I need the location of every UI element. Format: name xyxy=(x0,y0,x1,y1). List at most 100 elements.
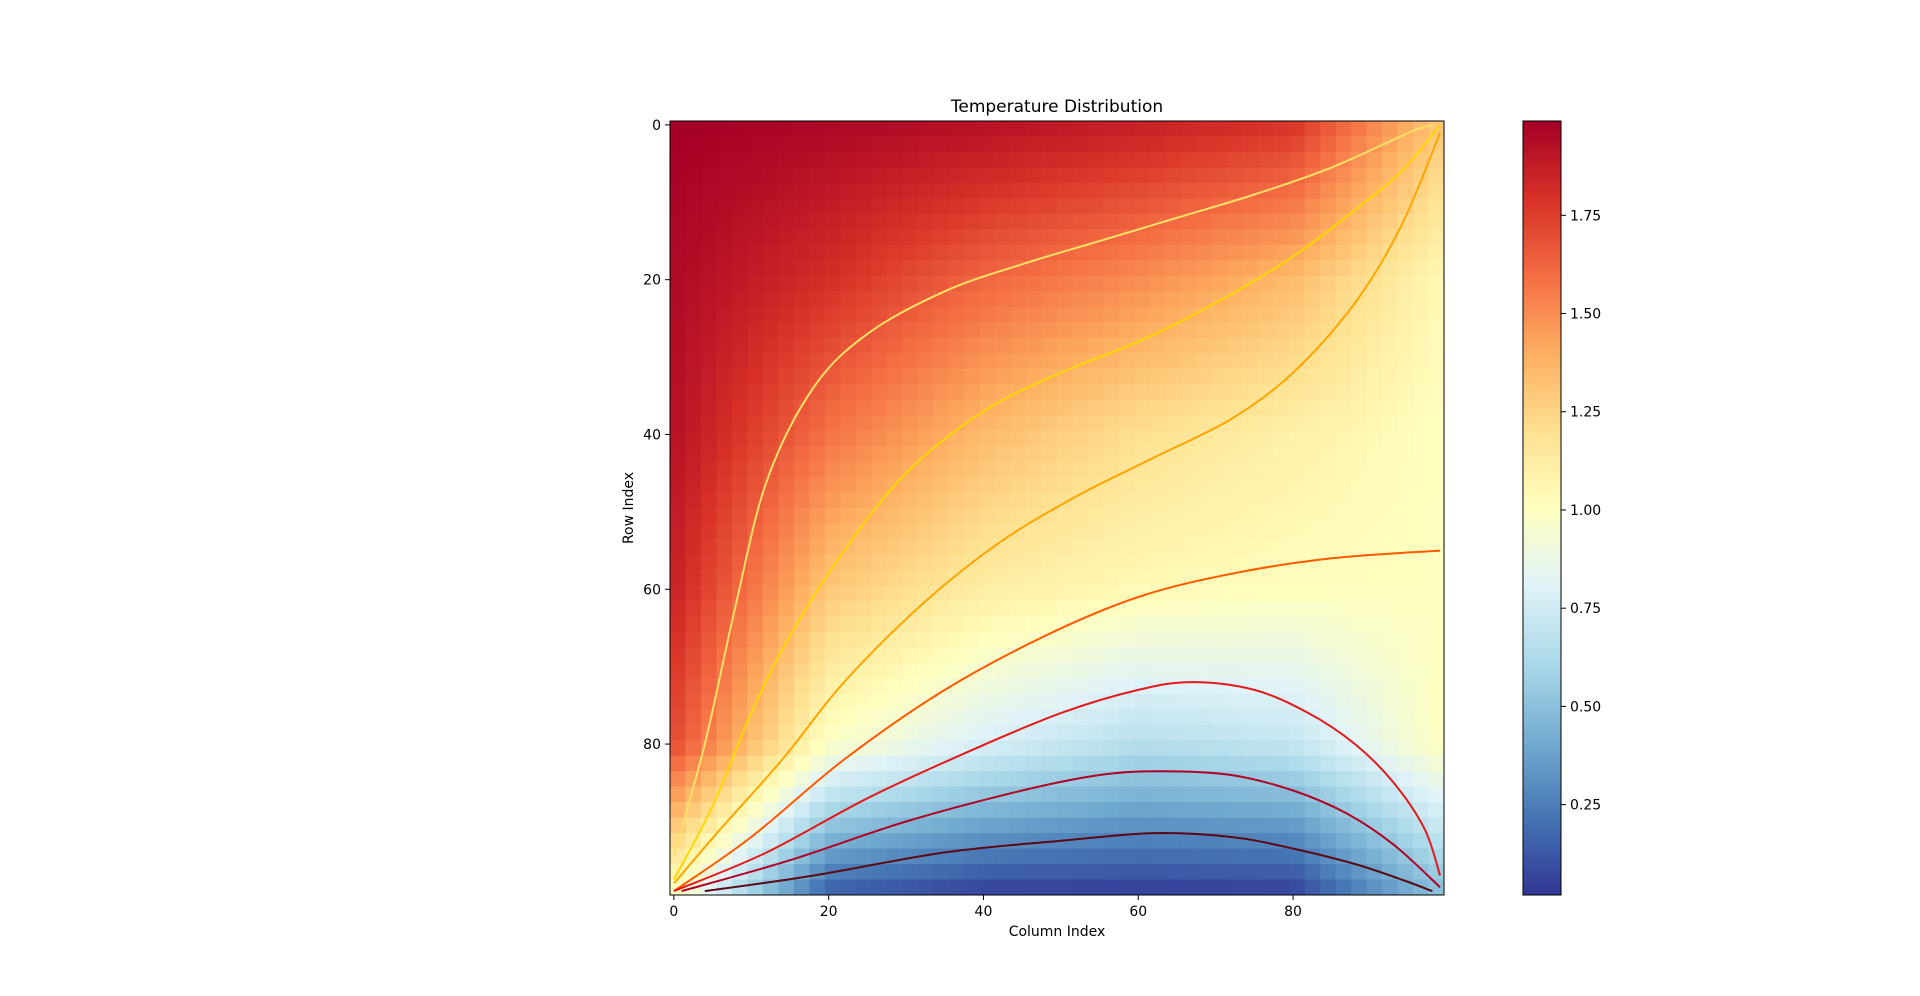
heatmap-cell xyxy=(1320,121,1337,138)
heatmap-cell xyxy=(995,399,1012,416)
heatmap-cell xyxy=(979,817,996,834)
heatmap-cell xyxy=(995,709,1012,726)
heatmap-cell xyxy=(670,353,687,370)
heatmap-cell xyxy=(1397,724,1414,741)
heatmap-cell xyxy=(1072,709,1089,726)
heatmap-cell xyxy=(1103,724,1120,741)
heatmap-cell xyxy=(1242,616,1259,633)
heatmap-cell xyxy=(1351,182,1368,199)
heatmap-cell xyxy=(824,229,841,246)
heatmap-cell xyxy=(886,693,903,710)
heatmap-cell xyxy=(886,740,903,757)
heatmap-cell xyxy=(979,554,996,571)
heatmap-cell xyxy=(1382,693,1399,710)
heatmap-cell xyxy=(716,508,733,525)
heatmap-cell xyxy=(762,213,779,230)
heatmap-cell xyxy=(1149,724,1166,741)
heatmap-cell xyxy=(778,167,795,184)
heatmap-cell xyxy=(1087,368,1105,385)
heatmap-cell xyxy=(1258,446,1275,463)
heatmap-cell xyxy=(1320,136,1337,153)
heatmap-cell xyxy=(840,337,857,354)
heatmap-cell xyxy=(1335,647,1352,664)
heatmap-cell xyxy=(979,353,996,370)
heatmap-cell xyxy=(793,430,810,447)
heatmap-cell xyxy=(685,151,702,169)
heatmap-cell xyxy=(1227,229,1244,246)
heatmap-cell xyxy=(1010,322,1027,339)
heatmap-cell xyxy=(1180,353,1197,370)
heatmap-cell xyxy=(778,275,795,292)
heatmap-cell xyxy=(1026,848,1043,865)
heatmap-cell xyxy=(1211,554,1228,571)
heatmap-cell xyxy=(1428,337,1444,354)
heatmap-cell xyxy=(747,121,764,138)
heatmap-cell xyxy=(1428,538,1444,556)
y-tick-label: 80 xyxy=(643,737,661,753)
heatmap-cell xyxy=(1211,879,1228,895)
heatmap-cell xyxy=(1026,864,1043,881)
heatmap-cell xyxy=(1227,786,1244,803)
heatmap-cell xyxy=(902,538,919,556)
heatmap-cell xyxy=(1258,322,1275,339)
heatmap-cell xyxy=(1149,569,1166,586)
heatmap-cell xyxy=(1180,631,1197,648)
heatmap-cell xyxy=(762,167,779,184)
heatmap-cell xyxy=(1258,461,1275,478)
heatmap-cell xyxy=(1366,693,1383,710)
heatmap-cell xyxy=(1413,864,1430,881)
heatmap-cell xyxy=(1103,631,1120,648)
heatmap-cell xyxy=(824,399,841,416)
y-axis-label: Row Index xyxy=(621,472,637,544)
heatmap-cell xyxy=(1196,678,1213,695)
heatmap-cell xyxy=(1258,709,1275,726)
heatmap-cell xyxy=(685,678,702,695)
heatmap-cell xyxy=(1335,585,1352,602)
heatmap-cell xyxy=(762,724,779,741)
heatmap-cell xyxy=(1273,709,1290,726)
heatmap-cell xyxy=(700,353,718,370)
heatmap-cell xyxy=(731,322,748,339)
heatmap-cell xyxy=(1149,477,1166,494)
heatmap-cell xyxy=(685,600,702,617)
heatmap-cell xyxy=(731,430,748,447)
heatmap-cell xyxy=(1397,167,1414,184)
heatmap-cell xyxy=(1118,848,1135,865)
heatmap-cell xyxy=(1149,864,1166,881)
heatmap-cell xyxy=(1227,864,1244,881)
heatmap-cell xyxy=(1072,430,1089,447)
heatmap-cell xyxy=(933,508,950,525)
heatmap-plot-area xyxy=(669,120,1445,896)
heatmap-cell xyxy=(762,508,779,525)
heatmap-cell xyxy=(1149,879,1166,895)
heatmap-cell xyxy=(685,121,702,138)
heatmap-cell xyxy=(1211,740,1228,757)
heatmap-cell xyxy=(1026,244,1043,261)
heatmap-cell xyxy=(1010,121,1027,138)
heatmap-cell xyxy=(778,538,795,556)
heatmap-cell xyxy=(1428,724,1444,741)
heatmap-cell xyxy=(716,879,733,895)
heatmap-cell xyxy=(1366,151,1383,169)
heatmap-cell xyxy=(1304,616,1321,633)
heatmap-cell xyxy=(1351,771,1368,788)
heatmap-cell xyxy=(979,136,996,153)
heatmap-cell xyxy=(716,198,733,215)
heatmap-cell xyxy=(824,817,841,834)
heatmap-cell xyxy=(1103,136,1120,153)
heatmap-cell xyxy=(1087,182,1105,199)
heatmap-cell xyxy=(1428,693,1444,710)
heatmap-cell xyxy=(685,554,702,571)
heatmap-cell xyxy=(1072,817,1089,834)
heatmap-cell xyxy=(1211,430,1228,447)
heatmap-cell xyxy=(1211,477,1228,494)
heatmap-cell xyxy=(1397,631,1414,648)
heatmap-cell xyxy=(886,755,903,772)
heatmap-cell xyxy=(1227,631,1244,648)
heatmap-cell xyxy=(902,709,919,726)
heatmap-cell xyxy=(1227,167,1244,184)
heatmap-cell xyxy=(1273,631,1290,648)
heatmap-cell xyxy=(1366,523,1383,540)
heatmap-cell xyxy=(778,771,795,788)
heatmap-cell xyxy=(793,600,810,617)
